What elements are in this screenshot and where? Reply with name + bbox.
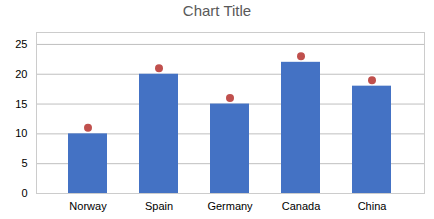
svg-text:Norway: Norway (69, 200, 107, 212)
svg-text:Germany: Germany (207, 200, 253, 212)
html-text:Chart Title: Chart Title (182, 2, 252, 19)
svg-text:5: 5 (21, 157, 27, 169)
svg-text:20: 20 (15, 68, 27, 80)
svg-text:Spain: Spain (145, 200, 173, 212)
svg-text:10: 10 (15, 127, 27, 139)
svg-text:China: China (358, 200, 388, 212)
svg-text:0: 0 (21, 187, 27, 199)
svg-text:25: 25 (15, 38, 27, 50)
svg-text:15: 15 (15, 98, 27, 110)
svg-text:Canada: Canada (282, 200, 321, 212)
